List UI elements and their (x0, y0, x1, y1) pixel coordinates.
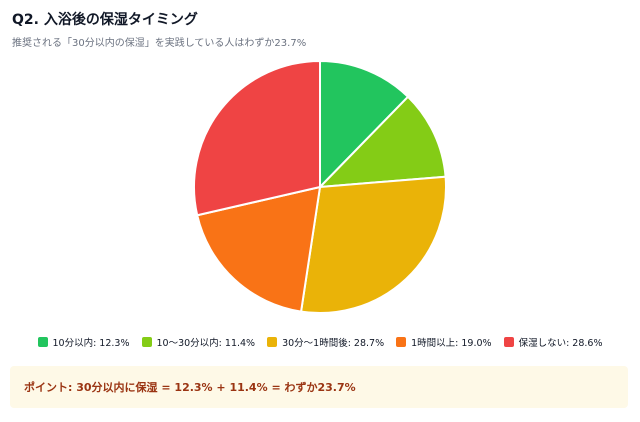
legend-item-4[interactable]: 保湿しない: 28.6% (503, 334, 603, 350)
pie-slice-0[interactable] (319, 60, 410, 190)
pie-chart-area (0, 60, 640, 330)
legend-label-3: 1時間以上: 19.0% (411, 338, 492, 349)
point-note: ポイント: 30分以内に保湿 = 12.3% + 11.4% = わずか23.7… (10, 366, 628, 408)
chart-legend: 10分以内: 12.3% 10〜30分以内: 11.4% 30分〜1時間後: 2… (0, 334, 640, 350)
legend-swatch-4 (503, 337, 514, 347)
chart-title: Q2. 入浴後の保湿タイミング (12, 12, 198, 28)
pie-slice-3[interactable] (196, 185, 322, 313)
legend-label-1: 10〜30分以内: 11.4% (156, 338, 256, 349)
legend-label-4: 保湿しない: 28.6% (518, 338, 603, 349)
chart-subtitle: 推奨される「30分以内の保湿」を実践している人はわずか23.7% (12, 38, 307, 49)
legend-item-1[interactable]: 10〜30分以内: 11.4% (141, 334, 256, 350)
point-note-text: ポイント: 30分以内に保湿 = 12.3% + 11.4% = わずか23.7… (24, 381, 356, 394)
pie-slice-2[interactable] (299, 175, 447, 314)
pie-slice-1[interactable] (317, 95, 447, 189)
legend-swatch-3 (396, 337, 407, 347)
legend-swatch-2 (267, 337, 278, 347)
legend-swatch-0 (37, 337, 48, 347)
legend-label-2: 30分〜1時間後: 28.7% (282, 338, 385, 349)
legend-swatch-1 (141, 337, 152, 347)
legend-label-0: 10分以内: 12.3% (52, 338, 130, 349)
pie-chart (193, 60, 447, 314)
pie-slice-4[interactable] (193, 60, 321, 217)
legend-item-2[interactable]: 30分〜1時間後: 28.7% (267, 334, 384, 350)
legend-item-3[interactable]: 1時間以上: 19.0% (396, 334, 492, 350)
legend-item-0[interactable]: 10分以内: 12.3% (37, 334, 130, 350)
